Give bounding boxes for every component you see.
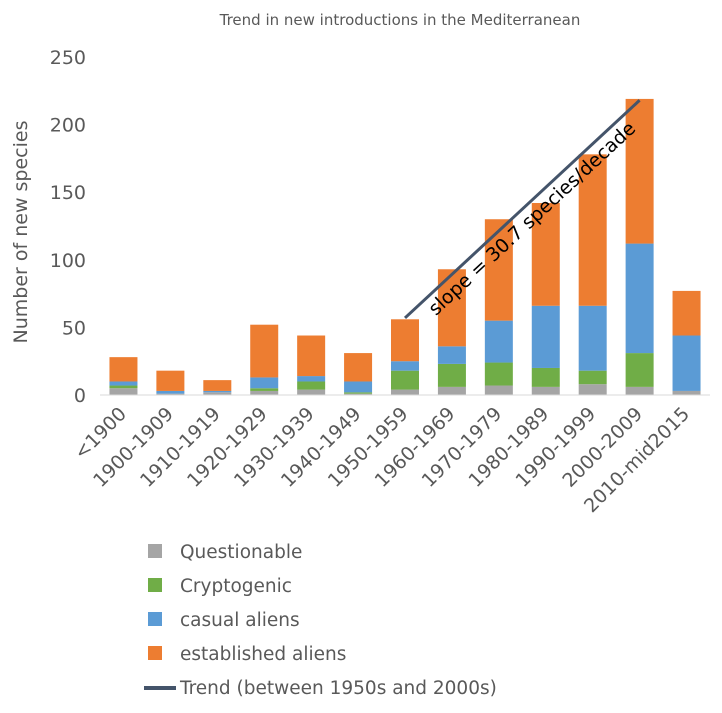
bar-segment-questionable	[578, 384, 607, 395]
bar-segment-established-aliens	[531, 203, 560, 306]
bar-segment-questionable	[344, 393, 373, 395]
y-tick-label: 50	[62, 317, 86, 339]
bar-segment-questionable	[297, 389, 326, 395]
bar-segment-established-aliens	[484, 219, 513, 321]
bar-segment-cryptogenic	[531, 367, 560, 387]
trend-line	[403, 99, 641, 320]
bar-segment-established-aliens	[391, 319, 419, 362]
bar-segment-questionable	[109, 388, 138, 395]
bar-segment-casual-aliens	[250, 377, 279, 389]
legend-label: Questionable	[180, 542, 302, 563]
bar-segment-casual-aliens	[109, 381, 138, 386]
bar-segment-casual-aliens	[344, 381, 373, 393]
bar-segment-cryptogenic	[625, 353, 654, 387]
legend-swatch	[148, 612, 162, 626]
legend-label: established aliens	[180, 644, 346, 665]
bar-segment-questionable	[437, 386, 466, 395]
y-tick-label: 200	[50, 115, 86, 137]
bar-segment-established-aliens	[109, 357, 138, 382]
bar-segment-cryptogenic	[297, 381, 326, 390]
legend: Questionable Cryptogenic casual aliens esta…	[144, 542, 497, 699]
bar-segment-established-aliens	[578, 154, 607, 306]
legend-swatch	[148, 578, 162, 592]
bar-segment-cryptogenic	[484, 362, 513, 386]
bar-segment-casual-aliens	[156, 390, 185, 394]
bar-segment-established-aliens	[625, 98, 654, 244]
bars	[109, 98, 701, 395]
bar-segment-casual-aliens	[578, 305, 607, 371]
chart-title: Trend in new introductions in the Medite…	[219, 11, 581, 29]
bar-segment-cryptogenic	[109, 385, 138, 389]
bar-segment-questionable	[250, 390, 279, 395]
legend-swatch	[148, 544, 162, 558]
legend-swatch	[148, 646, 162, 660]
bar-segment-casual-aliens	[437, 346, 466, 364]
bar-segment-questionable	[391, 389, 419, 395]
bar-segment-casual-aliens	[484, 320, 513, 363]
y-axis-ticks: 0 50 100 150 200 250	[50, 47, 86, 407]
bar-segment-established-aliens	[156, 370, 185, 391]
bar-segment-established-aliens	[344, 353, 373, 382]
bar-segment-casual-aliens	[297, 376, 326, 382]
bar-segment-cryptogenic	[250, 388, 279, 391]
y-tick-label: 100	[50, 250, 86, 272]
bar-segment-casual-aliens	[672, 335, 701, 391]
bar-segment-cryptogenic	[578, 370, 607, 385]
bar-segment-cryptogenic	[391, 370, 419, 390]
bar-segment-established-aliens	[203, 380, 232, 391]
bar-segment-established-aliens	[297, 335, 326, 377]
bar-segment-questionable	[625, 386, 654, 395]
y-axis-title: Number of new species	[10, 121, 32, 344]
y-tick-label: 250	[50, 47, 86, 69]
legend-label: casual aliens	[180, 610, 300, 631]
bar-segment-casual-aliens	[531, 305, 560, 368]
bar-segment-casual-aliens	[625, 243, 654, 354]
bar-segment-casual-aliens	[203, 390, 232, 393]
bar-segment-cryptogenic	[437, 363, 466, 387]
x-axis-ticks: <19001900-19091910-19191920-19291930-193…	[70, 403, 694, 517]
bar-segment-questionable	[156, 393, 185, 395]
bar-segment-questionable	[531, 386, 560, 395]
legend-trend-label: Trend (between 1950s and 2000s)	[179, 678, 497, 699]
bar-segment-established-aliens	[672, 290, 701, 336]
bar-segment-questionable	[484, 385, 513, 395]
bar-segment-casual-aliens	[391, 361, 419, 371]
y-tick-label: 150	[50, 182, 86, 204]
bar-segment-established-aliens	[250, 324, 279, 378]
bar-segment-questionable	[672, 390, 701, 395]
y-tick-label: 0	[74, 385, 86, 407]
legend-label: Cryptogenic	[180, 576, 292, 597]
bar-segment-cryptogenic	[344, 392, 373, 394]
bar-segment-questionable	[203, 392, 232, 395]
